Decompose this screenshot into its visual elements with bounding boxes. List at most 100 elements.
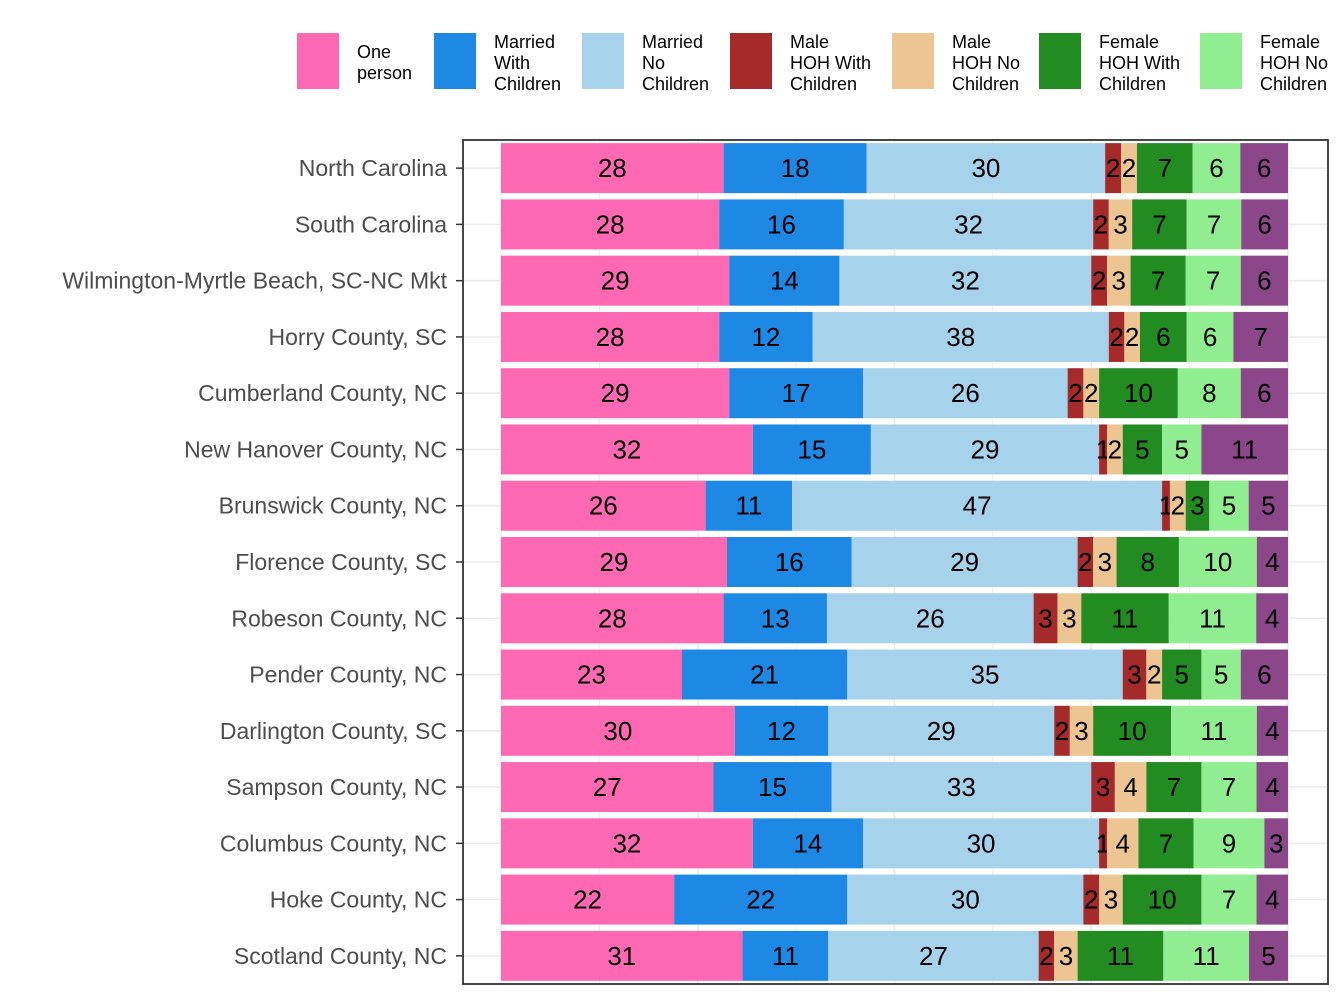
bar-data-label: 11 [735,491,762,521]
bar-data-label: 6 [1257,266,1271,296]
legend-label: One [357,42,391,62]
y-tick-label: Brunswick County, NC [219,493,447,519]
bar-segment [726,537,852,587]
bar-data-label: 3 [1269,828,1283,858]
bar-segment [1264,818,1288,869]
bar-data-label: 3 [1112,266,1126,296]
bar-segment [501,762,714,813]
bar-data-label: 29 [601,378,630,408]
y-tick-label: Florence County, SC [235,549,447,575]
bar-data-label: 3 [1127,660,1141,690]
bar-segment [1083,874,1100,925]
bar-data-label: 22 [746,885,775,915]
y-tick-label: Robeson County, NC [231,605,447,631]
bar-segment [1249,930,1288,981]
bar-data-label: 10 [1124,378,1153,408]
bar-segment [501,537,727,587]
bar-data-label: 3 [1104,885,1118,915]
bar-data-label: 4 [1265,547,1279,577]
bar-segment [1099,818,1107,869]
bar-data-label: 12 [767,716,796,746]
bar-data-label: 13 [761,603,790,633]
bar-segment [1162,480,1170,531]
bar-segment [1248,480,1288,531]
bar-data-label: 7 [1222,772,1236,802]
bar-data-label: 16 [775,547,804,577]
bar-segment [1201,424,1288,475]
bar-segment [1077,930,1164,981]
bar-segment [1093,537,1117,587]
y-tick-label: Darlington County, SC [220,718,447,744]
bar-data-label: 23 [577,660,606,690]
bar-data-label: 30 [967,828,996,858]
legend-label: Female [1260,32,1320,52]
bar-data-label: 32 [612,434,641,464]
bar-segment [682,649,848,700]
legend-label: Married [494,32,555,52]
bar-segment [1171,705,1257,756]
legend-label: HOH No [952,53,1020,73]
bar-segment [1106,818,1139,869]
bar-segment [1105,143,1122,194]
bar-data-label: 2 [1084,885,1098,915]
bar-segment [501,930,743,981]
bar-segment [1240,368,1288,419]
bar-data-label: 30 [971,153,1000,183]
bar-data-label: 2 [1092,266,1106,296]
bar-data-label: 32 [612,828,641,858]
bar-segment [723,593,827,644]
bar-segment [501,424,753,475]
bar-data-label: 3 [1096,772,1110,802]
y-tick-label: South Carolina [295,211,447,237]
y-tick-label: Cumberland County, NC [198,380,447,406]
bar-data-label: 21 [750,660,779,690]
bar-data-label: 29 [601,266,630,296]
bar-data-label: 2 [1068,378,1082,408]
bar-data-label: 28 [598,603,627,633]
bar-segment [1069,705,1094,756]
legend-label: Married [642,32,703,52]
legend-label: person [357,63,412,83]
bar-segment [734,705,829,756]
bar-data-label: 11 [772,941,799,971]
bar-segment [1038,930,1055,981]
bar-data-label: 30 [603,716,632,746]
bar-data-label: 27 [593,772,622,802]
legend-key [1200,33,1242,89]
bar-data-label: 22 [573,885,602,915]
legend-label: Children [952,74,1019,94]
bar-segment [752,818,864,869]
bar-segment [851,537,1078,587]
bar-data-label: 47 [963,491,992,521]
legend-label: With [494,53,530,73]
bar-segment [1177,368,1241,419]
bar-segment [501,368,730,419]
bar-segment [1099,424,1107,475]
bar-data-label: 2 [1055,716,1069,746]
bar-segment [1201,649,1241,700]
bar-segment [729,368,864,419]
y-tick-label: Scotland County, NC [234,943,447,969]
bar-segment [1057,593,1082,644]
bar-data-label: 29 [927,716,956,746]
bar-segment [1163,930,1250,981]
bar-segment [1178,537,1257,587]
bar-data-label: 7 [1151,266,1165,296]
bar-data-label: 26 [951,378,980,408]
bar-segment [1256,537,1288,587]
bar-data-label: 30 [951,885,980,915]
bar-data-label: 1 [1159,491,1173,521]
bar-data-label: 11 [1107,941,1134,971]
bar-data-label: 7 [1206,266,1220,296]
bar-segment [1241,199,1288,250]
bar-data-label: 28 [596,322,625,352]
bar-data-label: 5 [1261,941,1275,971]
bar-segment [1146,649,1163,700]
bar-segment [1091,762,1115,813]
bar-segment [1114,762,1147,813]
bar-segment [1054,705,1070,756]
legend-label: Children [1260,74,1327,94]
bar-data-label: 38 [946,322,975,352]
bar-segment [1116,537,1179,587]
bar-data-label: 9 [1222,828,1236,858]
